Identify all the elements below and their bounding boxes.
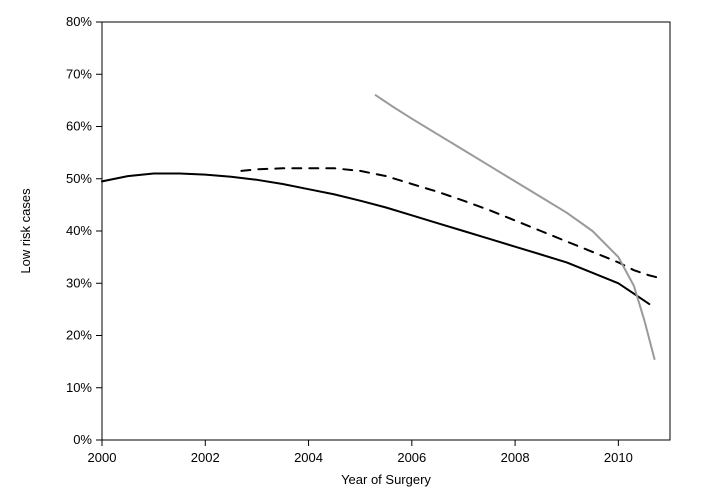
y-axis-label: Low risk cases (18, 188, 33, 274)
y-tick-label: 40% (66, 223, 92, 238)
y-tick-label: 30% (66, 275, 92, 290)
y-tick-label: 50% (66, 171, 92, 186)
x-axis-label: Year of Surgery (341, 472, 431, 487)
y-tick-label: 0% (73, 432, 92, 447)
y-tick-label: 60% (66, 119, 92, 134)
chart-svg: 0% 10% 20% 30% 40% 50% 60% 70% 80% 2000 2002 2004 20… (0, 0, 706, 502)
y-tick-label: 80% (66, 14, 92, 29)
x-tick-label: 2002 (191, 450, 220, 465)
x-tick-label: 2004 (294, 450, 323, 465)
y-tick-label: 70% (66, 66, 92, 81)
x-tick-label: 2008 (501, 450, 530, 465)
y-tick-label: 20% (66, 328, 92, 343)
y-tick-label: 10% (66, 380, 92, 395)
chart-container: 0% 10% 20% 30% 40% 50% 60% 70% 80% 2000 2002 2004 20… (0, 0, 706, 502)
chart-bg (0, 0, 706, 502)
x-tick-label: 2010 (604, 450, 633, 465)
x-tick-label: 2006 (397, 450, 426, 465)
x-tick-label: 2000 (88, 450, 117, 465)
